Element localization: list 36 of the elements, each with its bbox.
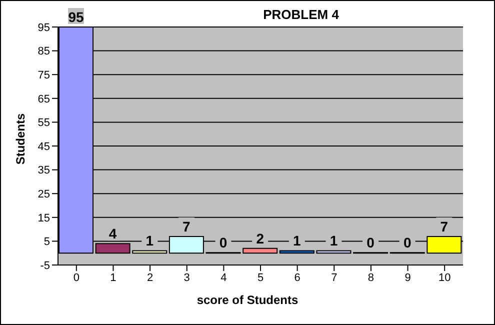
x-tick-label: 3 bbox=[184, 272, 190, 284]
data-label: 2 bbox=[256, 230, 264, 246]
data-label: 0 bbox=[219, 234, 228, 251]
x-tick-label: 4 bbox=[220, 272, 227, 284]
x-axis-title: score of Students bbox=[196, 293, 300, 307]
x-tick-label: 2 bbox=[146, 272, 154, 284]
y-tick-label: 45 bbox=[38, 140, 50, 153]
data-label: 1 bbox=[293, 232, 302, 249]
data-label: 7 bbox=[440, 218, 448, 234]
data-label: 1 bbox=[330, 232, 338, 249]
y-tick-label: 5 bbox=[44, 236, 50, 248]
x-tick-label: 0 bbox=[73, 272, 80, 284]
data-label: 95 bbox=[68, 9, 84, 25]
x-tick-label: 9 bbox=[404, 272, 411, 284]
y-tick-label: -5 bbox=[40, 260, 50, 272]
y-tick-label: 85 bbox=[38, 46, 50, 58]
data-label: 0 bbox=[366, 234, 375, 251]
x-tick-label: 6 bbox=[294, 272, 300, 284]
y-tick-label: 35 bbox=[38, 164, 50, 177]
y-tick-label: 25 bbox=[38, 188, 50, 201]
data-label: 1 bbox=[146, 232, 154, 249]
x-tick-label: 10 bbox=[438, 272, 451, 284]
data-label: 0 bbox=[403, 234, 412, 251]
x-tick-label: 8 bbox=[368, 272, 374, 284]
y-tick-label: 55 bbox=[38, 117, 50, 130]
data-label: 4 bbox=[108, 226, 117, 242]
y-tick-label: 75 bbox=[38, 70, 50, 82]
y-tick-label: 15 bbox=[38, 212, 50, 224]
chart-title: PROBLEM 4 bbox=[262, 7, 340, 22]
y-axis-title: Students bbox=[14, 113, 28, 165]
x-tick-label: 5 bbox=[257, 272, 264, 284]
y-tick-label: 65 bbox=[38, 93, 50, 106]
x-tick-label: 7 bbox=[331, 272, 338, 284]
data-label: 7 bbox=[182, 218, 191, 234]
x-tick-label: 1 bbox=[110, 272, 116, 284]
y-tick-label: 95 bbox=[38, 22, 50, 34]
